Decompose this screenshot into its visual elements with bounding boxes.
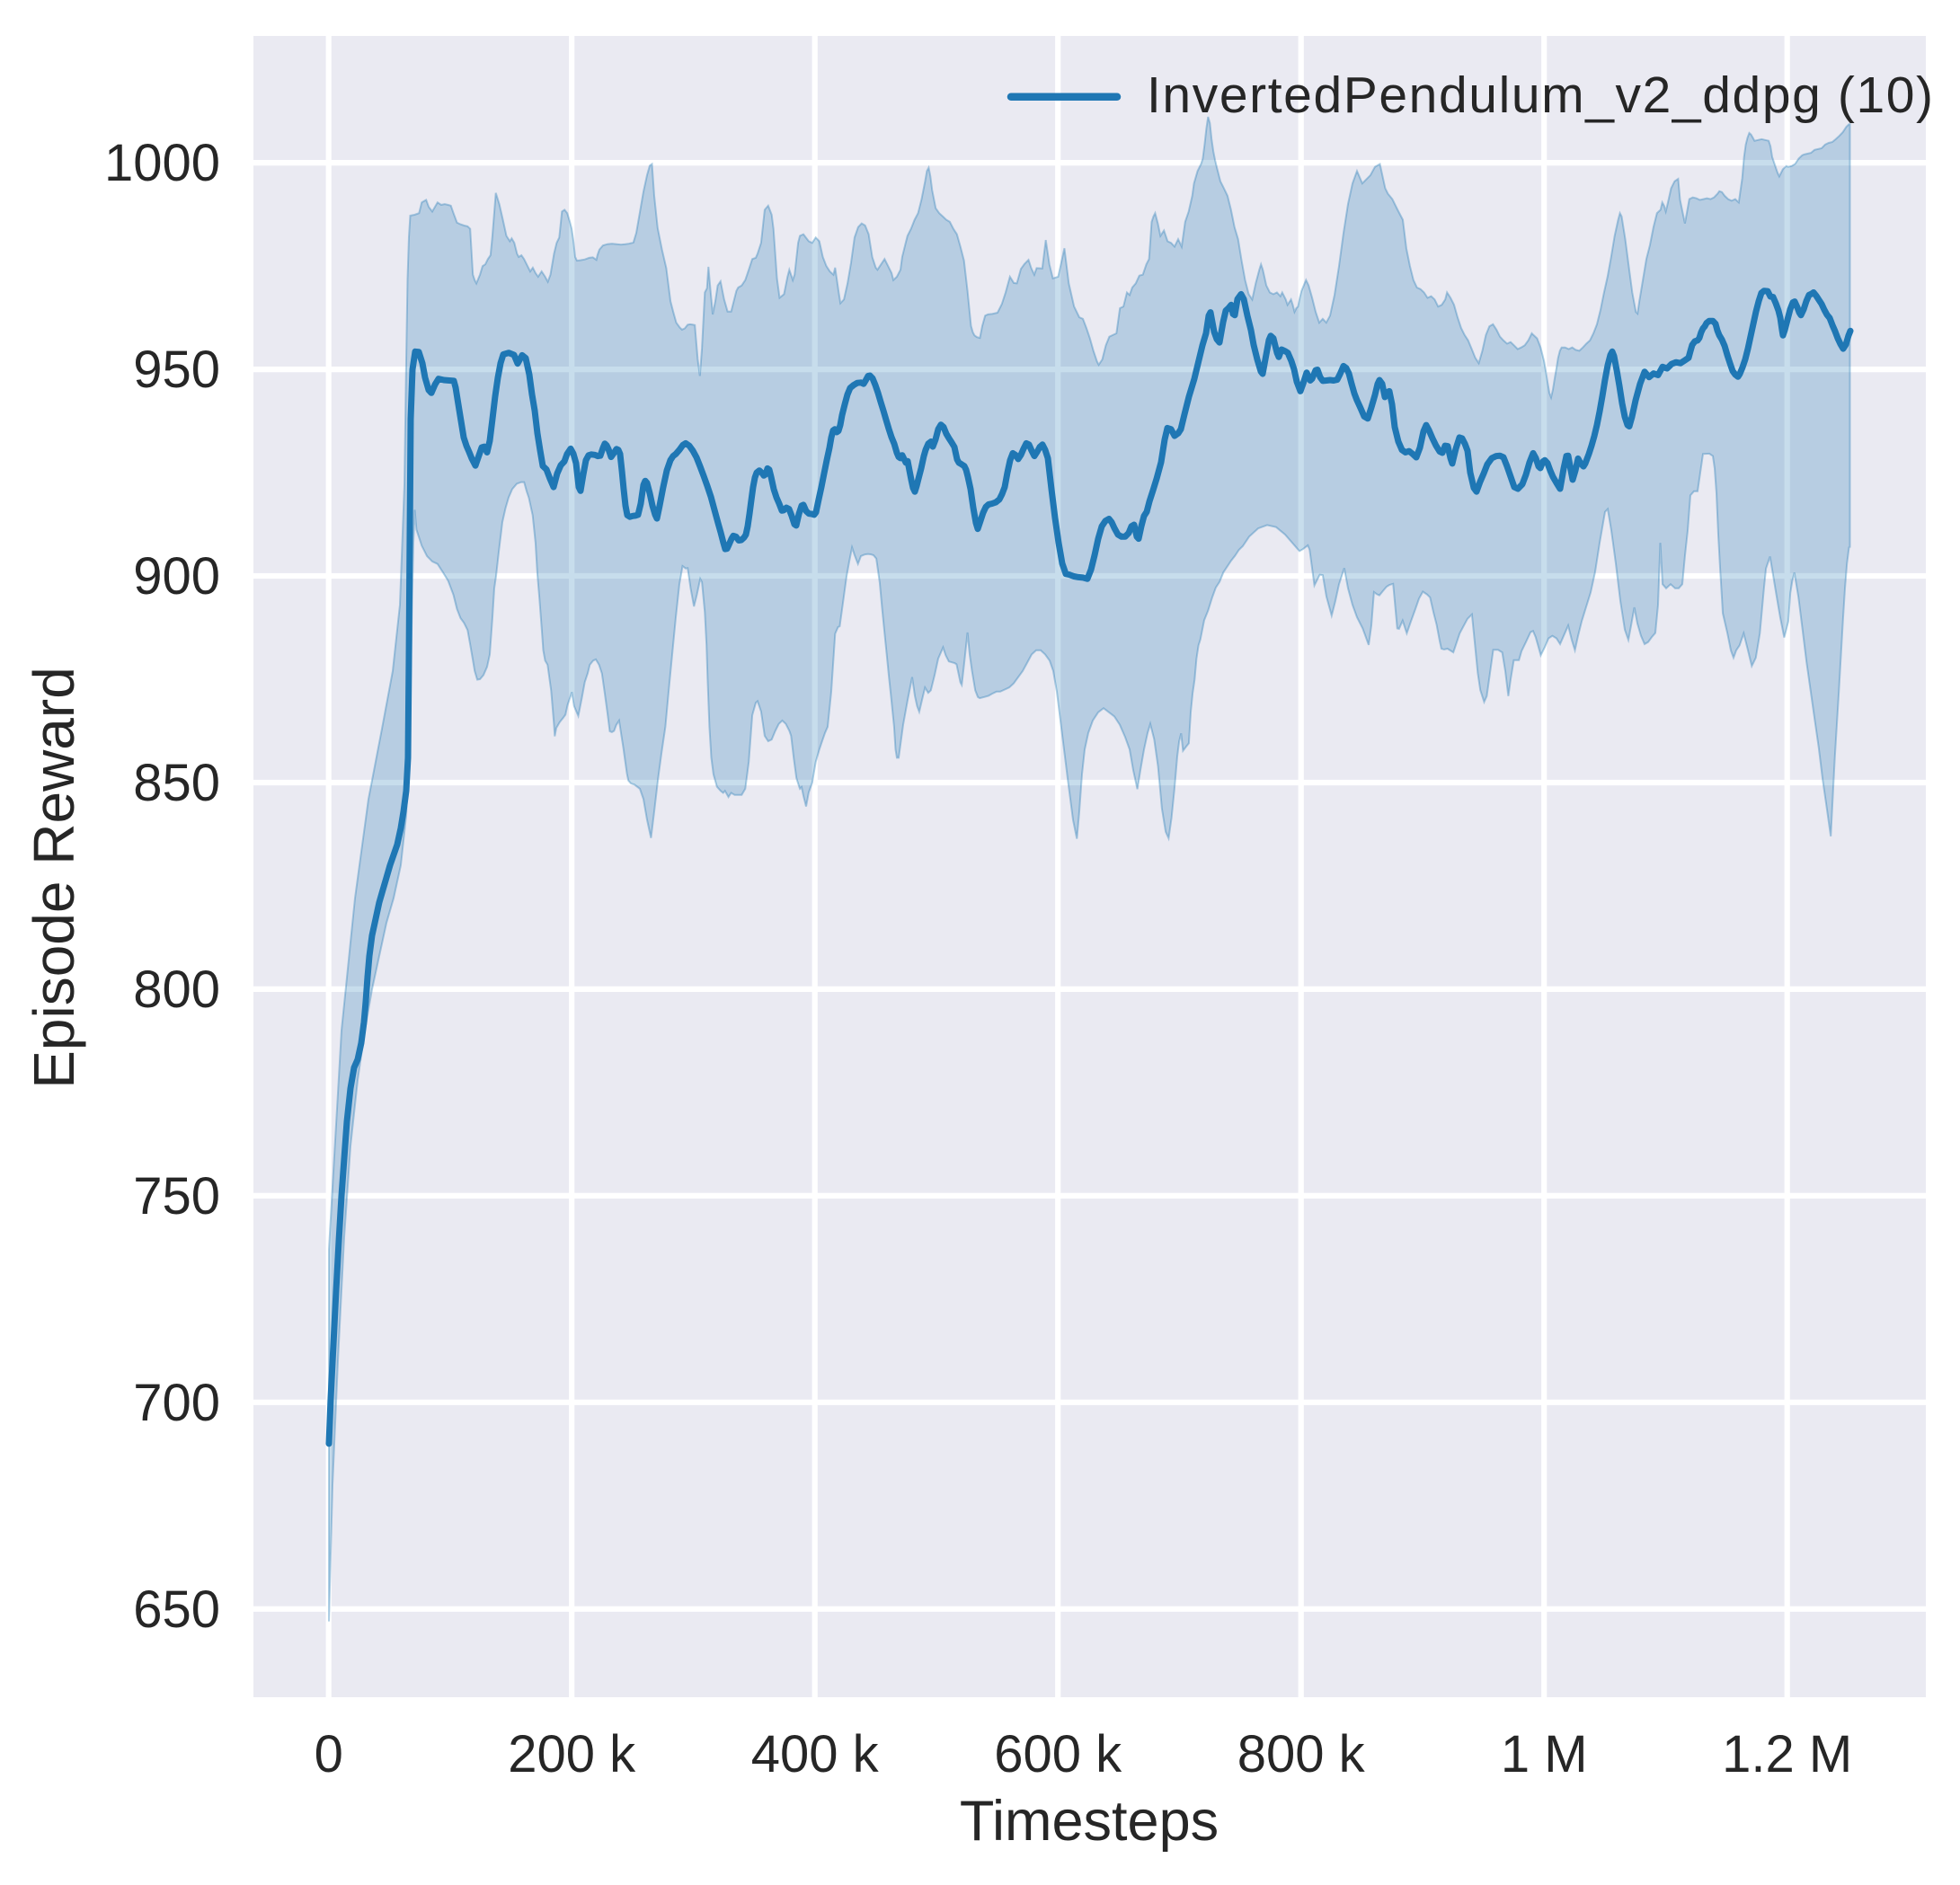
svg-text:800: 800 [133, 960, 220, 1019]
svg-text:0: 0 [315, 1725, 343, 1783]
svg-text:1000: 1000 [104, 134, 220, 192]
svg-text:700: 700 [133, 1374, 220, 1432]
svg-text:Timesteps: Timesteps [960, 1790, 1219, 1853]
svg-text:750: 750 [133, 1167, 220, 1226]
svg-text:400 k: 400 k [751, 1725, 880, 1783]
svg-text:650: 650 [133, 1580, 220, 1639]
svg-text:800 k: 800 k [1237, 1725, 1366, 1783]
svg-text:1 M: 1 M [1501, 1725, 1588, 1783]
svg-text:850: 850 [133, 754, 220, 812]
svg-text:Episode Reward: Episode Reward [22, 667, 86, 1089]
svg-text:200 k: 200 k [508, 1725, 636, 1783]
svg-text:InvertedPendulum_v2_ddpg (10): InvertedPendulum_v2_ddpg (10) [1147, 66, 1935, 124]
svg-text:900: 900 [133, 547, 220, 606]
svg-text:600 k: 600 k [994, 1725, 1122, 1783]
svg-text:1.2 M: 1.2 M [1722, 1725, 1852, 1783]
svg-text:950: 950 [133, 341, 220, 399]
